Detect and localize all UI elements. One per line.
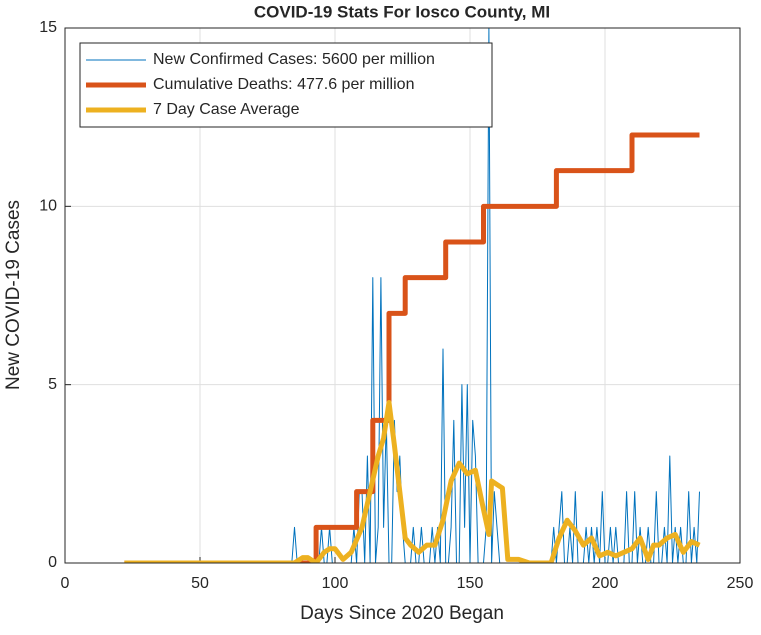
x-tick-label: 100	[322, 575, 349, 592]
series-line	[124, 400, 701, 563]
y-tick-label: 15	[39, 19, 57, 36]
x-tick-label: 0	[61, 575, 70, 592]
legend-box	[79, 42, 493, 128]
x-tick-label: 150	[457, 575, 484, 592]
axes-box	[64, 27, 741, 564]
y-tick-label: 10	[39, 198, 57, 215]
y-tick-label: 5	[48, 376, 57, 393]
legend-label: New Confirmed Cases: 5600 per million	[153, 51, 435, 68]
x-tick-label: 200	[592, 575, 619, 592]
x-axis-label: Days Since 2020 Began	[300, 603, 504, 624]
series-line	[124, 132, 700, 563]
chart-title: COVID-19 Stats For Iosco County, MI	[254, 2, 550, 21]
legend: New Confirmed Cases: 5600 per million Cum…	[79, 42, 493, 128]
x-tick-label: 50	[191, 575, 209, 592]
y-tick-label: 0	[48, 554, 57, 571]
lines	[124, 28, 701, 563]
x-tick-label: 250	[727, 575, 754, 592]
y-axis-label: New COVID-19 Cases	[3, 200, 24, 390]
legend-label: 7 Day Case Average	[153, 101, 300, 118]
legend-label: Cumulative Deaths: 477.6 per million	[153, 76, 414, 93]
